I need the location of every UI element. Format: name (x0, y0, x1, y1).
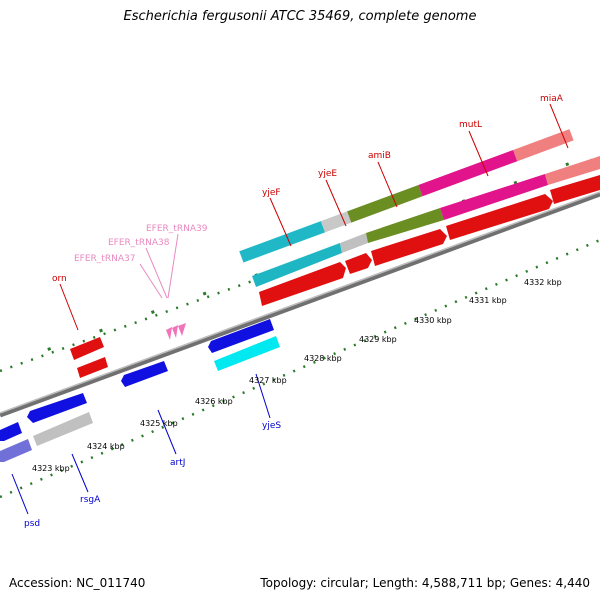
orn-leader (59, 283, 79, 331)
yjeF-leader (269, 197, 292, 247)
label-mutL: mutL (459, 120, 482, 130)
gene-amiB-band[interactable] (366, 208, 444, 243)
label-psd: psd (24, 519, 40, 529)
gene-mutL-forward-upper[interactable] (418, 149, 518, 197)
rsgA-leader (71, 453, 89, 493)
kbp-label: 4330 kbp (414, 316, 452, 325)
kbp-label: 4323 kbp (32, 464, 70, 473)
kbp-label: 4327 kbp (249, 376, 287, 385)
amiB-leader (377, 161, 398, 208)
artJ-leader (157, 409, 177, 455)
yjeE-leader (325, 179, 347, 227)
label-yjeS: yjeS (262, 421, 281, 431)
gene-mutL-arrow[interactable] (446, 194, 553, 240)
psd-leader (11, 473, 29, 515)
topology-text: Topology: circular; Length: 4,588,711 bp… (260, 576, 590, 590)
gene-yjeE-arrow[interactable] (345, 253, 372, 274)
gene-rsgA-arrow[interactable] (27, 393, 87, 423)
miaA-leader (549, 103, 569, 149)
trna-EFER_tRNA39-marker[interactable] (178, 323, 186, 336)
label-orn: orn (52, 274, 67, 284)
gene-yjeF-band[interactable] (252, 243, 342, 287)
label-trna39: EFER_tRNA39 (146, 224, 208, 234)
kbp-label: 4326 kbp (195, 397, 233, 406)
gene-yjeF-forward-upper[interactable] (239, 221, 326, 263)
gene-yjeE-forward-upper[interactable] (320, 211, 352, 233)
gene-miaA-arrow[interactable] (550, 175, 600, 204)
tRNA39-leader (167, 233, 179, 299)
gene-miaA-forward-upper[interactable] (513, 129, 574, 162)
tRNA38-leader (145, 247, 168, 299)
gene-mutL-band[interactable] (440, 174, 548, 220)
trna-EFER_tRNA37-marker[interactable] (166, 327, 172, 340)
gene-amiB-forward-upper[interactable] (347, 185, 423, 223)
kbp-label: 4329 kbp (359, 335, 397, 344)
gene-orn-arrow-2[interactable] (77, 357, 108, 378)
gene-yjeE-band[interactable] (340, 233, 368, 253)
label-yjeE: yjeE (318, 169, 337, 179)
label-trna38: EFER_tRNA38 (108, 238, 170, 248)
label-miaA: miaA (540, 94, 564, 104)
gene-psd-band[interactable] (0, 439, 32, 462)
label-trna37: EFER_tRNA37 (74, 254, 135, 264)
map-title: Escherichia fergusonii ATCC 35469, compl… (123, 9, 477, 24)
gene-yjeS-band[interactable] (214, 336, 280, 371)
genome-backbone-highlight (0, 191, 600, 414)
gene-artJ-arrow[interactable] (121, 361, 168, 387)
kbp-label: 4325 kbp (140, 419, 178, 428)
gene-amiB-arrow[interactable] (371, 229, 447, 266)
label-amiB: amiB (368, 151, 391, 161)
tRNA37-leader (139, 263, 163, 299)
gene-orn-arrow[interactable] (70, 337, 104, 360)
gene-yjeS-arrow[interactable] (208, 319, 274, 353)
genome-backbone (0, 191, 600, 418)
label-rsgA: rsgA (80, 495, 101, 505)
mutL-leader (468, 130, 489, 177)
label-artJ: artJ (170, 458, 185, 468)
kbp-label: 4324 kbp (87, 442, 125, 451)
label-yjeF: yjeF (262, 188, 281, 198)
kbp-label: 4331 kbp (469, 296, 507, 305)
kbp-label: 4332 kbp (524, 278, 562, 287)
gene-miaA-band[interactable] (545, 156, 600, 185)
gene-psd-arrow[interactable] (0, 422, 22, 441)
yjeS-leader (255, 373, 271, 419)
trna-EFER_tRNA38-marker[interactable] (172, 325, 178, 338)
kbp-label: 4328 kbp (304, 354, 342, 363)
gene-yjeF-arrow[interactable] (259, 262, 346, 306)
accession-text: Accession: NC_011740 (9, 576, 146, 590)
gene-rsgA-band[interactable] (33, 412, 93, 446)
